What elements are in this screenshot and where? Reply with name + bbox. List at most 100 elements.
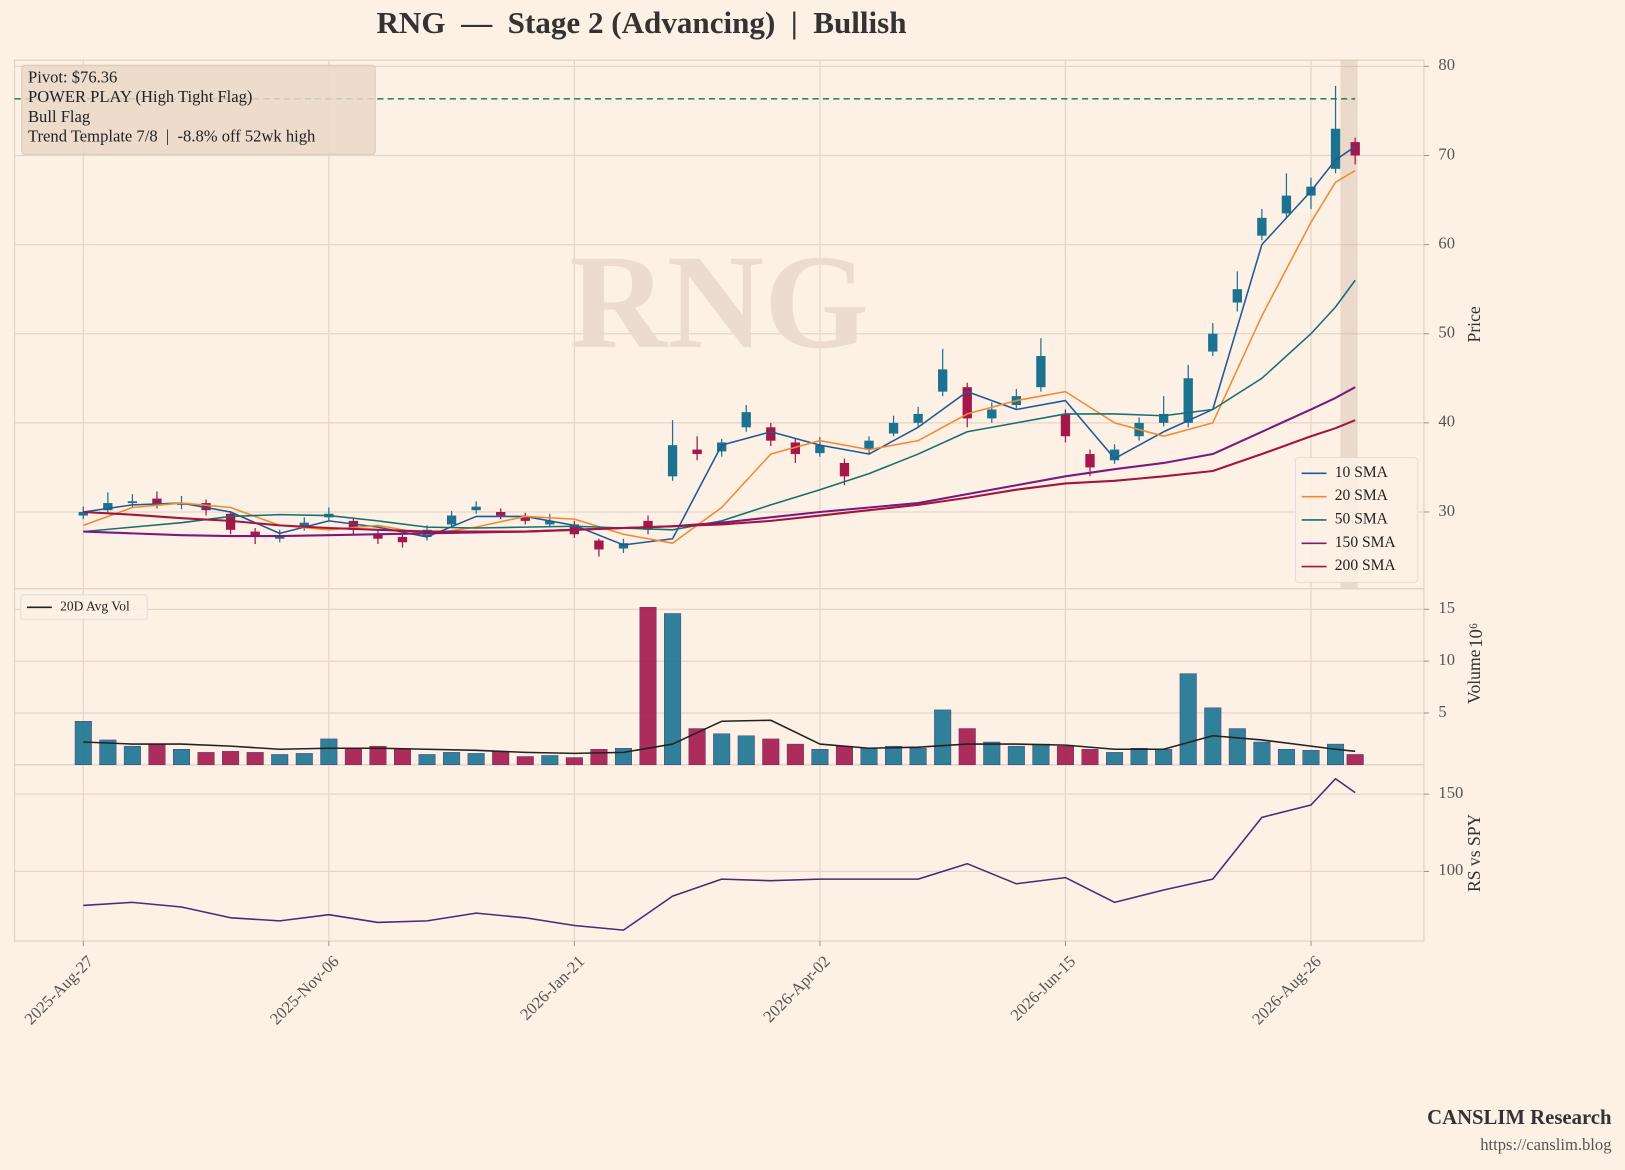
volume-bar — [443, 752, 461, 766]
candle-body — [913, 413, 923, 423]
y-axis-label: Volume — [1464, 649, 1484, 704]
candle-body — [1350, 142, 1360, 156]
candle-body — [987, 409, 997, 419]
line-series — [83, 719, 1356, 755]
highlight-band — [1340, 60, 1358, 589]
y-tick-label: 50 — [1438, 323, 1455, 342]
volume-bar — [123, 745, 141, 766]
volume-bar — [295, 753, 313, 766]
candle-body — [152, 498, 162, 505]
volume-bar — [1007, 745, 1025, 766]
footer-brand: CANSLIM Research — [1427, 1107, 1612, 1129]
volume-bar — [148, 743, 166, 766]
volume-bar — [320, 738, 338, 766]
candle-body — [1036, 356, 1046, 388]
candle-body — [1257, 217, 1267, 236]
y-axis-label: Price — [1464, 306, 1484, 342]
y-tick-label: 15 — [1438, 598, 1455, 617]
volume-bar — [393, 749, 411, 766]
volume-bar — [762, 738, 780, 766]
y-tick-label: 100 — [1438, 860, 1463, 879]
legend-label: 150 SMA — [1335, 534, 1397, 551]
volume-bar — [99, 739, 117, 766]
footer-url: https://canslim.blog — [1480, 1135, 1611, 1154]
volume-bar — [811, 749, 829, 766]
volume-bar — [467, 753, 485, 766]
volume-bar — [1130, 748, 1148, 766]
annotation-line: POWER PLAY (High Tight Flag) — [28, 87, 252, 106]
volume-bar — [1277, 749, 1295, 766]
volume-bar — [590, 749, 608, 766]
candle-body — [496, 511, 506, 516]
volume-bar — [418, 754, 436, 766]
candle-body — [1208, 333, 1218, 352]
volume-bar — [222, 751, 240, 766]
y-tick-label: 70 — [1438, 144, 1455, 163]
candle-body — [373, 533, 383, 539]
legend-box — [20, 594, 148, 621]
legend-label: 10 SMA — [1335, 464, 1389, 481]
y-offset-label: 10⁶ — [1466, 623, 1487, 648]
candle-body — [78, 511, 88, 516]
volume-bar — [197, 752, 215, 766]
candle-body — [741, 412, 751, 428]
volume-bar — [934, 709, 952, 766]
volume-bar — [541, 755, 559, 766]
candle-body — [446, 515, 457, 525]
candle-body — [717, 442, 727, 452]
candle-body — [594, 540, 604, 550]
y-tick-label: 80 — [1438, 55, 1455, 74]
line-series — [83, 386, 1356, 538]
y-tick-label: 60 — [1438, 233, 1455, 252]
candle-body — [520, 516, 530, 521]
legend-label: 20D Avg Vol — [60, 598, 130, 613]
volume-bar — [909, 748, 927, 766]
candle-body — [938, 369, 948, 392]
annotation-line: Pivot: $76.36 — [28, 68, 117, 87]
volume-bar — [1056, 745, 1074, 766]
candle-body — [1109, 449, 1120, 461]
y-tick-label: 150 — [1438, 783, 1463, 802]
volume-bar — [737, 735, 755, 766]
volume-bar — [1155, 749, 1173, 766]
y-tick-label: 40 — [1438, 412, 1455, 431]
candle-body — [1330, 128, 1341, 169]
legend-label: 20 SMA — [1335, 487, 1389, 504]
candle-body — [545, 520, 555, 525]
candle-body — [790, 442, 801, 455]
candle-body — [471, 506, 481, 511]
volume-bar — [885, 745, 903, 766]
candle-body — [839, 462, 850, 477]
volume-bar — [173, 749, 191, 766]
candle-body — [1232, 289, 1242, 303]
candle-body — [103, 503, 113, 511]
volume-bar — [1081, 749, 1099, 766]
volume-bar — [369, 745, 387, 766]
annotation-line: Bull Flag — [28, 107, 90, 126]
y-tick-label: 5 — [1438, 702, 1446, 721]
volume-bar — [1302, 750, 1320, 766]
candle-body — [643, 520, 653, 530]
line-series — [83, 419, 1356, 533]
volume-bar — [1228, 728, 1246, 766]
candle-body — [1085, 454, 1095, 468]
volume-bar — [664, 613, 682, 766]
candle-body — [1158, 413, 1169, 423]
candle-body — [1183, 378, 1193, 423]
candle-body — [1281, 195, 1292, 214]
candle-body — [299, 522, 309, 529]
volume-bar — [271, 754, 289, 766]
candle-body — [692, 449, 702, 455]
candle-body — [815, 445, 825, 454]
volume-bar — [786, 743, 804, 766]
y-tick-label: 10 — [1438, 650, 1455, 669]
legend-box — [1294, 457, 1419, 583]
overlay-layer: 10 SMA 20 SMA 50 SMA 150 SMA 200 SMA 20D Avg … — [20, 64, 1419, 621]
volume-bar — [1179, 673, 1197, 766]
volume-bar — [1327, 743, 1345, 766]
volume-bar — [1032, 743, 1050, 766]
line-series — [83, 777, 1356, 931]
volume-bar — [492, 751, 510, 766]
